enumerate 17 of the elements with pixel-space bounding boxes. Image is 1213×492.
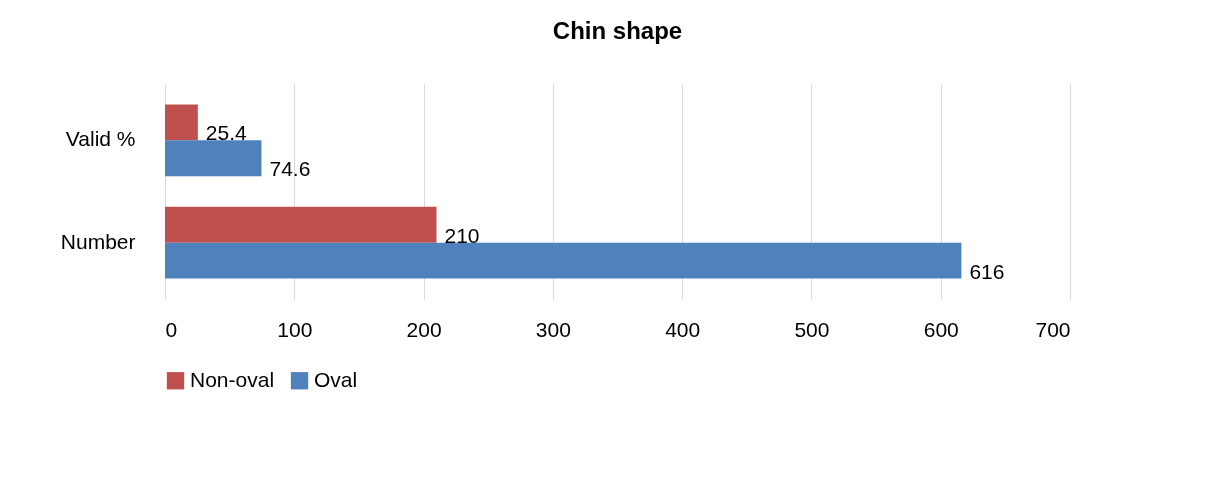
data-label: 616 [969, 259, 1005, 283]
y-tick-label: Valid % [65, 127, 136, 151]
data-label: 25.4 [205, 121, 248, 145]
x-tick-label: 200 [406, 317, 442, 341]
data-label: 74.6 [269, 157, 311, 181]
chart-title: Chin shape [552, 17, 683, 44]
legend-label: Oval [314, 367, 358, 391]
y-tick-label: Number [60, 229, 136, 253]
x-tick-label: 500 [794, 317, 830, 341]
x-tick-label: 0 [165, 317, 178, 341]
data-label: 210 [444, 223, 480, 247]
x-tick-label: 100 [277, 317, 313, 341]
legend-label: Non-oval [190, 367, 275, 391]
x-tick-label: 300 [535, 317, 571, 341]
x-tick-label: 700 [1035, 317, 1071, 341]
x-tick-label: 400 [665, 317, 701, 341]
x-tick-label: 600 [923, 317, 959, 341]
